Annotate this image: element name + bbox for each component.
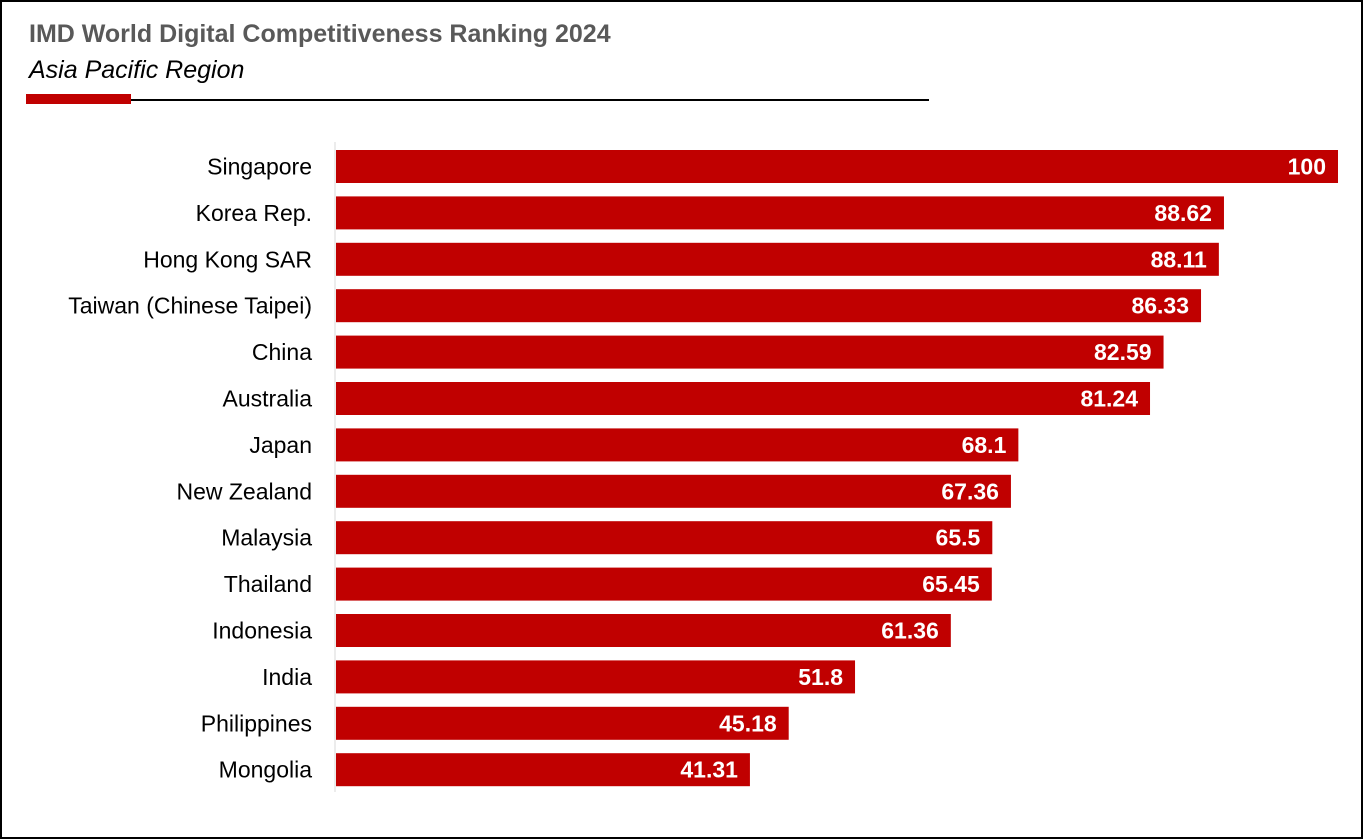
value-label-new-zealand: 67.36 xyxy=(941,478,999,504)
title-underline xyxy=(131,99,929,101)
category-label-india: India xyxy=(262,664,312,690)
value-label-hong-kong-sar: 88.11 xyxy=(1151,246,1207,272)
category-label-philippines: Philippines xyxy=(201,710,312,736)
value-label-malaysia: 65.5 xyxy=(936,525,981,551)
bar-thailand xyxy=(336,567,992,601)
value-label-australia: 81.24 xyxy=(1080,386,1138,412)
category-label-indonesia: Indonesia xyxy=(212,618,312,644)
category-label-hong-kong-sar: Hong Kong SAR xyxy=(143,246,312,272)
value-label-india: 51.8 xyxy=(798,664,843,690)
bar-australia xyxy=(336,382,1151,415)
bar-group: Singapore 100 Korea Rep. 88.62 Hong Kong SAR… xyxy=(68,150,1338,787)
category-label-japan: Japan xyxy=(249,432,312,458)
chart-subtitle: Asia Pacific Region xyxy=(29,56,245,84)
bar-japan xyxy=(336,428,1019,462)
value-label-china: 82.59 xyxy=(1094,339,1152,365)
bar-new-zealand xyxy=(336,474,1011,508)
title-accent-bar xyxy=(26,94,131,104)
value-label-indonesia: 61.36 xyxy=(881,618,939,644)
value-label-korea-rep: 88.62 xyxy=(1154,200,1212,226)
category-label-singapore: Singapore xyxy=(207,154,312,180)
value-label-taiwan-chinese-taipei: 86.33 xyxy=(1131,293,1189,319)
value-label-mongolia: 41.31 xyxy=(680,757,738,783)
chart-title: IMD World Digital Competitiveness Rankin… xyxy=(29,20,611,48)
value-label-japan: 68.1 xyxy=(962,432,1007,458)
bar-china xyxy=(336,335,1164,369)
bar-korea-rep xyxy=(336,196,1224,230)
category-label-korea-rep: Korea Rep. xyxy=(196,200,312,226)
bar-philippines xyxy=(336,706,789,740)
bar-mongolia xyxy=(336,753,750,787)
category-label-new-zealand: New Zealand xyxy=(176,478,312,504)
category-label-australia: Australia xyxy=(223,386,313,412)
bar-taiwan-chinese-taipei xyxy=(336,289,1202,323)
category-label-taiwan-chinese-taipei: Taiwan (Chinese Taipei) xyxy=(68,293,312,319)
bar-hong-kong-sar xyxy=(336,242,1219,276)
bar-india xyxy=(336,660,856,694)
category-label-china: China xyxy=(252,339,312,365)
value-label-singapore: 100 xyxy=(1288,154,1326,180)
bar-indonesia xyxy=(336,614,951,647)
bar-singapore xyxy=(336,150,1338,183)
category-label-mongolia: Mongolia xyxy=(219,757,313,783)
value-label-philippines: 45.18 xyxy=(719,710,777,736)
category-label-malaysia: Malaysia xyxy=(221,525,312,551)
value-label-thailand: 65.45 xyxy=(922,571,980,597)
bar-malaysia xyxy=(336,521,993,555)
category-label-thailand: Thailand xyxy=(224,571,312,597)
